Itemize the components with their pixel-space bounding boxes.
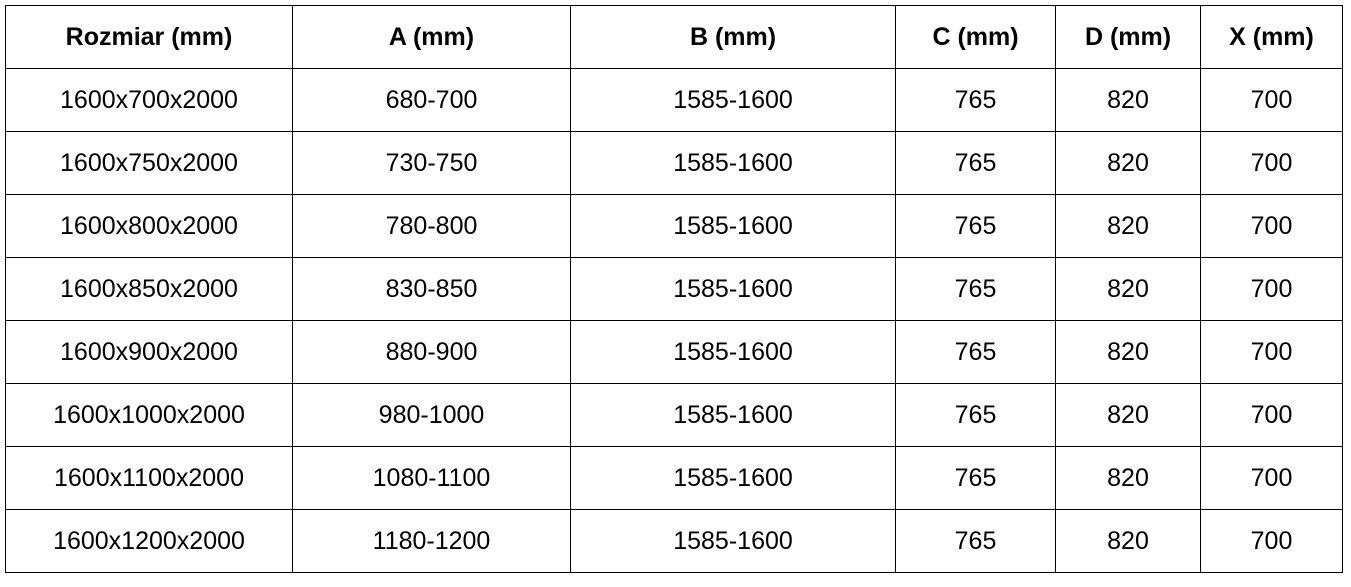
cell-c: 765 xyxy=(895,446,1056,510)
table-row: 1600x850x2000 830-850 1585-1600 765 820 700 xyxy=(5,257,1343,321)
header-d: D (mm) xyxy=(1055,5,1201,69)
cell-d: 820 xyxy=(1055,131,1201,195)
cell-d: 820 xyxy=(1055,320,1201,384)
cell-size: 1600x800x2000 xyxy=(5,194,293,258)
cell-b: 1585-1600 xyxy=(570,446,896,510)
cell-x: 700 xyxy=(1200,509,1343,573)
cell-size: 1600x1000x2000 xyxy=(5,383,293,447)
header-size: Rozmiar (mm) xyxy=(5,5,293,69)
cell-d: 820 xyxy=(1055,194,1201,258)
cell-c: 765 xyxy=(895,509,1056,573)
cell-a: 1180-1200 xyxy=(292,509,571,573)
table-row: 1600x700x2000 680-700 1585-1600 765 820 700 xyxy=(5,68,1343,132)
cell-size: 1600x850x2000 xyxy=(5,257,293,321)
table-row: 1600x900x2000 880-900 1585-1600 765 820 700 xyxy=(5,320,1343,384)
cell-a: 980-1000 xyxy=(292,383,571,447)
cell-b: 1585-1600 xyxy=(570,509,896,573)
cell-d: 820 xyxy=(1055,257,1201,321)
cell-x: 700 xyxy=(1200,383,1343,447)
header-a: A (mm) xyxy=(292,5,571,69)
cell-c: 765 xyxy=(895,131,1056,195)
cell-a: 1080-1100 xyxy=(292,446,571,510)
cell-c: 765 xyxy=(895,194,1056,258)
cell-c: 765 xyxy=(895,257,1056,321)
cell-b: 1585-1600 xyxy=(570,257,896,321)
cell-size: 1600x1100x2000 xyxy=(5,446,293,510)
cell-b: 1585-1600 xyxy=(570,194,896,258)
cell-size: 1600x1200x2000 xyxy=(5,509,293,573)
header-x: X (mm) xyxy=(1200,5,1343,69)
cell-x: 700 xyxy=(1200,68,1343,132)
header-c: C (mm) xyxy=(895,5,1056,69)
table-row: 1600x1200x2000 1180-1200 1585-1600 765 820 70… xyxy=(5,509,1343,573)
cell-d: 820 xyxy=(1055,68,1201,132)
cell-c: 765 xyxy=(895,320,1056,384)
table-row: 1600x1000x2000 980-1000 1585-1600 765 820 700 xyxy=(5,383,1343,447)
cell-x: 700 xyxy=(1200,446,1343,510)
cell-a: 780-800 xyxy=(292,194,571,258)
cell-a: 730-750 xyxy=(292,131,571,195)
cell-c: 765 xyxy=(895,383,1056,447)
cell-size: 1600x700x2000 xyxy=(5,68,293,132)
cell-b: 1585-1600 xyxy=(570,320,896,384)
table-row: 1600x750x2000 730-750 1585-1600 765 820 700 xyxy=(5,131,1343,195)
table-row: 1600x800x2000 780-800 1585-1600 765 820 700 xyxy=(5,194,1343,258)
cell-x: 700 xyxy=(1200,194,1343,258)
cell-x: 700 xyxy=(1200,257,1343,321)
cell-d: 820 xyxy=(1055,383,1201,447)
cell-x: 700 xyxy=(1200,320,1343,384)
cell-b: 1585-1600 xyxy=(570,68,896,132)
cell-size: 1600x900x2000 xyxy=(5,320,293,384)
cell-d: 820 xyxy=(1055,509,1201,573)
cell-size: 1600x750x2000 xyxy=(5,131,293,195)
cell-b: 1585-1600 xyxy=(570,383,896,447)
cell-a: 830-850 xyxy=(292,257,571,321)
dimensions-table: Rozmiar (mm) A (mm) B (mm) C (mm) D (mm) X (m… xyxy=(5,5,1343,573)
cell-d: 820 xyxy=(1055,446,1201,510)
cell-a: 880-900 xyxy=(292,320,571,384)
cell-a: 680-700 xyxy=(292,68,571,132)
table-row: 1600x1100x2000 1080-1100 1585-1600 765 820 70… xyxy=(5,446,1343,510)
header-b: B (mm) xyxy=(570,5,896,69)
header-row: Rozmiar (mm) A (mm) B (mm) C (mm) D (mm) X (m… xyxy=(5,5,1343,69)
cell-b: 1585-1600 xyxy=(570,131,896,195)
cell-x: 700 xyxy=(1200,131,1343,195)
cell-c: 765 xyxy=(895,68,1056,132)
